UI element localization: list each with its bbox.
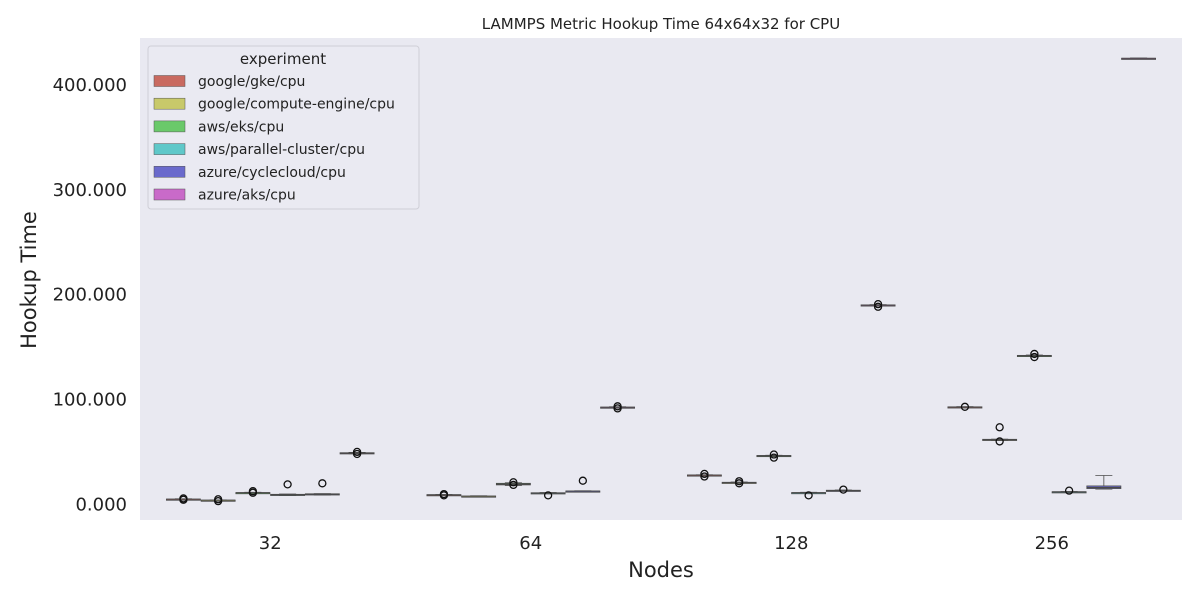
- x-tick-label: 128: [774, 533, 808, 554]
- y-tick-label: 100.000: [53, 390, 127, 411]
- box-outlier: [700, 472, 709, 481]
- x-axis-label: Nodes: [628, 558, 694, 582]
- y-axis-label: Hookup Time: [17, 211, 41, 349]
- box-outlier: [283, 480, 292, 489]
- legend-items: google/gke/cpu google/compute-engine/cpu a…: [153, 74, 395, 204]
- box-outlier: [578, 476, 587, 485]
- legend-swatch: [153, 166, 186, 178]
- legend-swatch: [153, 97, 186, 110]
- y-axis-ticks: 0.000 100.000 200.000 300.000 400.000: [53, 75, 127, 515]
- box-outlier: [613, 402, 622, 411]
- legend-label: google/gke/cpu: [198, 74, 305, 90]
- chart-title: LAMMPS Metric Hookup Time 64x64x32 for C…: [482, 15, 840, 33]
- legend-frame: [147, 45, 420, 210]
- box-outlier: [509, 480, 518, 490]
- legend-label: azure/aks/cpu: [198, 188, 296, 204]
- y-tick-label: 0.000: [75, 494, 127, 515]
- box-outlier: [1030, 352, 1039, 362]
- box-series: [165, 57, 1157, 506]
- legend-swatch: [153, 188, 186, 201]
- box-outlier: [960, 402, 970, 411]
- box-outlier: [1030, 349, 1039, 359]
- y-tick-label: 400.000: [53, 75, 127, 96]
- box-outlier: [439, 489, 449, 499]
- box-outlier: [995, 423, 1004, 432]
- y-tick-label: 200.000: [53, 285, 127, 306]
- box-outlier: [873, 299, 883, 309]
- box-outlier: [248, 487, 258, 496]
- legend-swatch: [153, 120, 186, 133]
- box-outlier: [1064, 486, 1074, 495]
- legend-title: experiment: [240, 50, 326, 68]
- box-outlier: [769, 450, 779, 459]
- box-outlier: [213, 495, 223, 504]
- box-outlier: [995, 437, 1004, 446]
- box-outlier: [179, 494, 188, 503]
- x-tick-label: 32: [259, 533, 282, 554]
- box-outlier: [318, 479, 327, 488]
- legend-label: aws/parallel-cluster/cpu: [198, 142, 365, 158]
- box-outlier: [804, 491, 813, 500]
- legend-label: aws/eks/cpu: [198, 119, 284, 135]
- legend-label: azure/cyclecloud/cpu: [198, 165, 346, 181]
- y-tick-label: 300.000: [53, 180, 127, 201]
- x-tick-label: 256: [1035, 533, 1069, 554]
- x-axis-ticks: 32 64 128 256: [259, 533, 1069, 554]
- x-tick-label: 64: [519, 533, 542, 554]
- legend-label: google/compute-engine/cpu: [198, 97, 395, 113]
- box-outlier: [352, 447, 362, 457]
- box-outlier: [839, 485, 848, 494]
- box-outlier: [700, 469, 709, 479]
- box-outlier: [873, 302, 883, 311]
- box-outlier: [769, 453, 779, 462]
- box-outlier: [735, 477, 744, 486]
- legend: experiment google/gke/cpu google/compute-…: [147, 45, 420, 210]
- box-outlier: [543, 491, 553, 500]
- legend-swatch: [153, 75, 186, 87]
- legend-swatch: [153, 143, 186, 155]
- box-outlier: [509, 478, 518, 487]
